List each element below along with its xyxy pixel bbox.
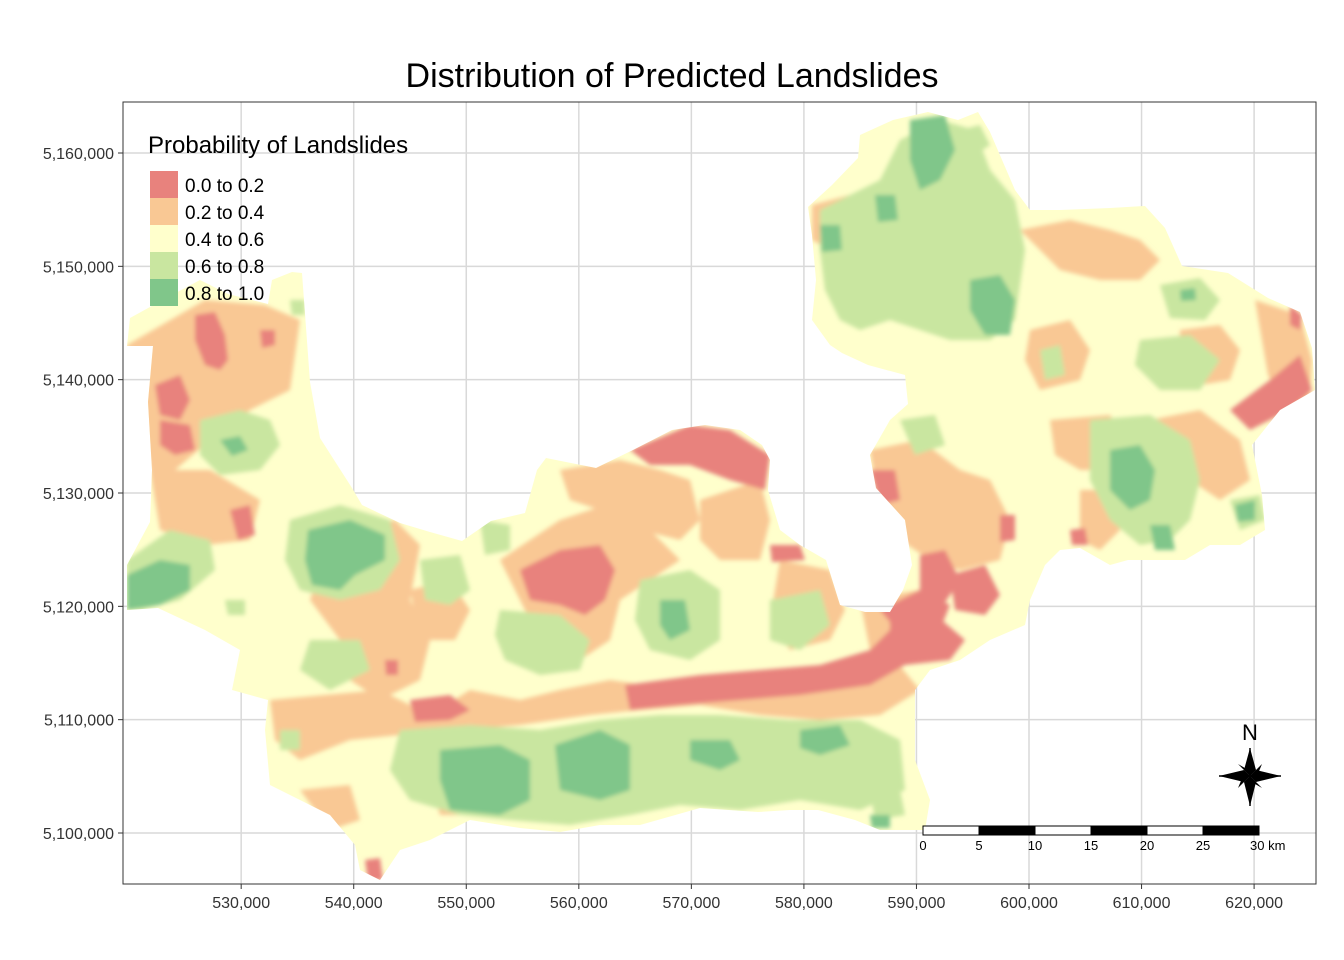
scale-label: 15 [1084, 838, 1098, 853]
scale-segment [922, 825, 980, 836]
legend-label: 0.4 to 0.6 [185, 230, 264, 251]
legend-title: Probability of Landslides [148, 132, 408, 159]
scale-label: 0 [919, 838, 926, 853]
x-tick-label: 580,000 [775, 895, 833, 912]
x-tick-label: 570,000 [662, 895, 720, 912]
scale-segments [922, 825, 1260, 836]
legend: Probability of Landslides 0.0 to 0.2 0.2 … [148, 132, 408, 306]
scale-label: 20 [1140, 838, 1154, 853]
legend-swatch [150, 198, 178, 225]
y-tick-label: 5,130,000 [43, 486, 114, 503]
north-label: N [1242, 720, 1258, 745]
scale-bar: 0 5 10 15 20 25 30 km [919, 825, 1285, 853]
y-tick-label: 5,100,000 [43, 826, 114, 843]
legend-swatch [150, 171, 178, 198]
scale-segment [1090, 825, 1148, 836]
legend-swatch [150, 252, 178, 279]
y-axis: 5,100,000 5,110,000 5,120,000 5,130,000 5,14… [43, 146, 123, 843]
legend-swatch [150, 279, 178, 306]
scale-segment [978, 825, 1036, 836]
map-title: Distribution of Predicted Landslides [406, 57, 939, 95]
legend-label: 0.0 to 0.2 [185, 176, 264, 197]
x-axis: 530,000 540,000 550,000 560,000 570,000 580,0… [212, 884, 1283, 912]
band-0.0-0.2 [155, 305, 1312, 880]
x-tick-label: 560,000 [550, 895, 608, 912]
panel-border [122, 101, 1317, 885]
legend-label: 0.2 to 0.4 [185, 203, 265, 224]
x-tick-label: 550,000 [437, 895, 495, 912]
y-tick-label: 5,160,000 [43, 146, 114, 163]
scale-segment [1146, 825, 1204, 836]
y-tick-label: 5,140,000 [43, 373, 114, 390]
scale-labels: 0 5 10 15 20 25 30 km [919, 838, 1285, 853]
x-tick-label: 530,000 [212, 895, 270, 912]
scale-label: 10 [1028, 838, 1042, 853]
scale-label: 25 [1196, 838, 1210, 853]
legend-items: 0.0 to 0.2 0.2 to 0.4 0.4 to 0.6 0.6 to 0.8… [150, 171, 265, 306]
y-tick-label: 5,150,000 [43, 259, 114, 276]
x-tick-label: 600,000 [1000, 895, 1058, 912]
scale-label: 30 km [1250, 838, 1285, 853]
x-tick-label: 610,000 [1113, 895, 1171, 912]
x-tick-label: 590,000 [888, 895, 946, 912]
scale-segment [1202, 825, 1260, 836]
y-tick-label: 5,120,000 [43, 599, 114, 616]
scale-segment [1034, 825, 1092, 836]
band-0.8-1.0 [127, 115, 1255, 828]
legend-swatch [150, 225, 178, 252]
y-tick-label: 5,110,000 [44, 713, 114, 730]
legend-label: 0.8 to 1.0 [185, 284, 264, 305]
x-tick-label: 620,000 [1225, 895, 1283, 912]
north-arrow-icon: N [1219, 720, 1281, 806]
x-tick-label: 540,000 [325, 895, 383, 912]
legend-label: 0.6 to 0.8 [185, 257, 264, 278]
scale-label: 5 [975, 838, 982, 853]
